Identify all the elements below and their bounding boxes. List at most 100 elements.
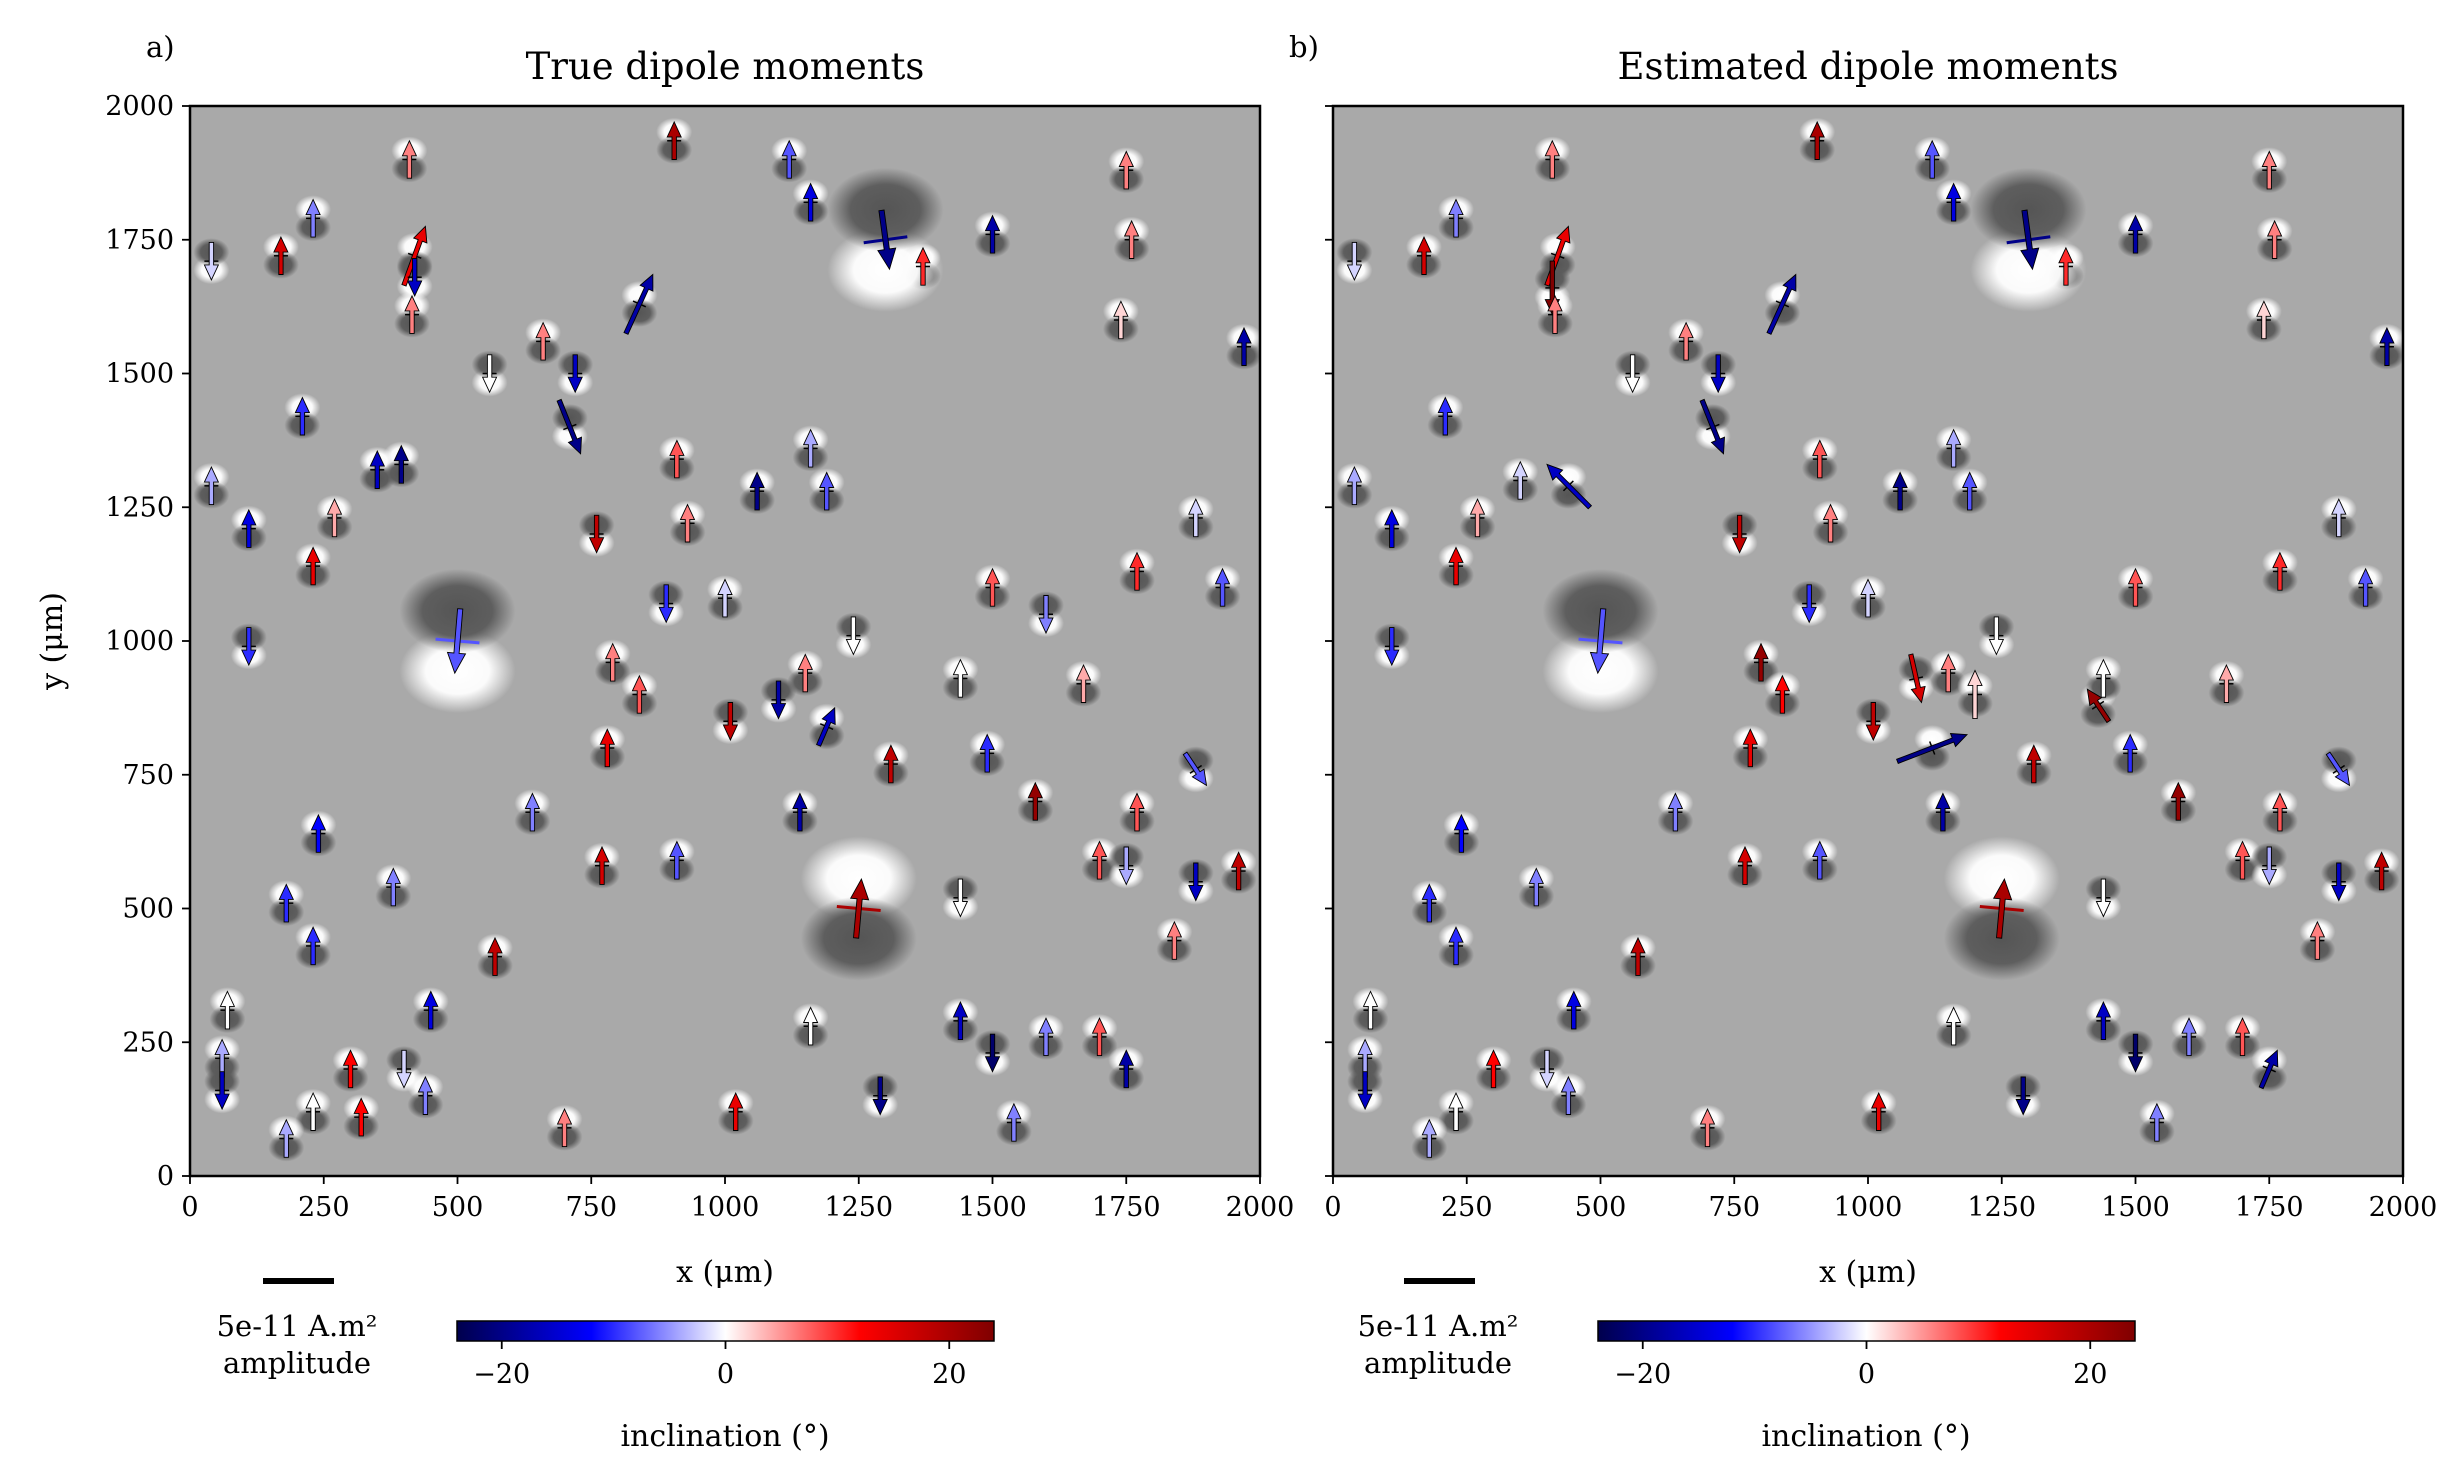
dipole-arrow xyxy=(1924,139,1940,179)
dipole-arrow xyxy=(2095,658,2112,698)
dipole-arrow xyxy=(1123,219,1140,259)
x-tick-label: 0 xyxy=(1324,1192,1341,1223)
dipole-arrow xyxy=(1961,471,1978,511)
dipole-arrow xyxy=(2234,1017,2251,1057)
dipole-arrow xyxy=(214,1071,230,1111)
dipole-arrow xyxy=(1038,1017,1054,1057)
dipole-arrow xyxy=(2095,878,2112,918)
x-tick-label: 0 xyxy=(181,1192,198,1223)
dipole-arrow xyxy=(524,792,541,832)
dipole-arrow xyxy=(669,439,685,479)
dipole-arrow xyxy=(2309,920,2326,960)
field-white-lobe-large xyxy=(399,629,516,713)
dipole-arrow xyxy=(1822,503,1839,543)
dipole-arrow xyxy=(556,1108,573,1148)
dipole-arrow xyxy=(2095,1001,2112,1041)
dipole-arrow xyxy=(1896,733,1968,764)
dipole-arrow xyxy=(2261,150,2278,190)
scale-bar-a-label-1: 5e-11 A.m² xyxy=(217,1309,378,1343)
dipole-arrow xyxy=(1230,851,1247,891)
dipole-arrow xyxy=(305,926,321,966)
dipole-arrow xyxy=(2127,1033,2144,1073)
dipole-arrow xyxy=(2272,792,2288,832)
dipole-arrow xyxy=(1699,1108,1716,1148)
dipole-arrow xyxy=(1091,1017,1108,1057)
dipole-arrow xyxy=(2015,1076,2031,1116)
dipole-arrow xyxy=(1384,627,1400,667)
dipole-arrow xyxy=(2357,567,2374,607)
dipole-arrow xyxy=(1448,1092,1464,1131)
dipole-arrow xyxy=(278,883,295,923)
dipole-arrow xyxy=(1118,1049,1135,1089)
panel-b-x-label: x (μm) xyxy=(1819,1255,1917,1290)
colorbar-b-ticks: −20 0 20 xyxy=(1614,1341,2107,1390)
panel-a-y-label: y (μm) xyxy=(35,592,70,691)
x-tick-label: 250 xyxy=(298,1192,350,1223)
panel-b-background xyxy=(1333,106,2403,1176)
y-tick-label: 750 xyxy=(122,760,174,791)
dipole-arrow xyxy=(1908,653,1926,704)
dipole-arrow xyxy=(1940,653,1957,693)
dipole-arrow xyxy=(845,616,862,656)
dipole-arrow xyxy=(915,246,931,286)
dipole-arrow xyxy=(2331,498,2347,538)
large-dipole-arrow xyxy=(849,878,870,939)
scale-bar-b-label-1: 5e-11 A.m² xyxy=(1358,1309,1519,1343)
dipole-arrow xyxy=(1860,578,1876,618)
dipole-arrow xyxy=(1731,514,1748,554)
dipole-arrow xyxy=(1118,150,1135,190)
dipole-arrow xyxy=(1753,642,1769,682)
y-tick-label: 1500 xyxy=(105,359,174,390)
dipole-arrow xyxy=(1967,669,1983,720)
dipole-arrow xyxy=(310,813,327,853)
dipole-arrow xyxy=(2272,551,2288,591)
dipole-arrow xyxy=(1166,920,1183,960)
dipole-arrow xyxy=(979,733,995,773)
dipole-arrow xyxy=(2256,300,2272,340)
dipole-arrow xyxy=(2266,219,2283,259)
dipole-arrow xyxy=(278,1118,295,1158)
x-tick-label: 2000 xyxy=(2369,1192,2438,1223)
dipole-arrow xyxy=(203,466,220,506)
dipole-arrow xyxy=(2373,851,2390,891)
dipole-arrow xyxy=(1678,321,1694,361)
dipole-arrow xyxy=(535,321,551,361)
colorbar-tick-label: 0 xyxy=(717,1359,734,1390)
dipole-arrow xyxy=(658,584,674,624)
x-tick-label: 1000 xyxy=(1834,1192,1903,1223)
panel-b-x-ticks: 0 250 500 750 1000 1250 1500 1750 2000 xyxy=(1324,1176,2437,1223)
x-tick-label: 500 xyxy=(1575,1192,1627,1223)
dipole-arrow xyxy=(1469,498,1486,538)
colorbar-b-label: inclination (°) xyxy=(1761,1419,1970,1454)
dipole-arrow xyxy=(749,471,765,511)
dipole-arrow xyxy=(481,354,498,394)
dipole-arrow xyxy=(2261,846,2278,886)
dipole-arrow xyxy=(1346,241,1363,281)
legend-a: 5e-11 A.m² amplitude −20 0 20 inclination … xyxy=(217,1278,995,1454)
field-white-lobe-large xyxy=(800,836,917,921)
dipole-arrow xyxy=(219,990,236,1030)
panel-a-x-ticks: 0 250 500 750 1000 1250 1500 1750 2000 xyxy=(181,1176,1294,1223)
dipole-arrow xyxy=(1667,792,1684,832)
dipole-arrow xyxy=(669,840,685,880)
dipole-arrow xyxy=(1809,120,1825,160)
dipole-arrow xyxy=(1421,1118,1438,1158)
dipole-arrow xyxy=(305,1092,321,1131)
x-tick-label: 750 xyxy=(565,1192,617,1223)
colorbar-a xyxy=(456,1320,995,1342)
dipole-arrow xyxy=(1113,300,1129,340)
large-dipole-arrow xyxy=(1589,608,1610,675)
dipole-arrow xyxy=(594,845,610,885)
dipole-arrow xyxy=(2258,1049,2279,1090)
dipole-arrow xyxy=(1384,508,1400,548)
dipole-arrow xyxy=(802,1006,819,1046)
dipole-arrow xyxy=(792,792,808,832)
dipole-arrow xyxy=(556,398,582,455)
large-dipole-arrow xyxy=(446,608,467,675)
dipole-arrow xyxy=(1801,584,1817,624)
dipole-arrow xyxy=(393,444,410,484)
dipole-arrow xyxy=(1945,1006,1962,1046)
field-dark-lobe-large xyxy=(1970,167,2087,252)
dipole-arrow xyxy=(241,508,257,548)
